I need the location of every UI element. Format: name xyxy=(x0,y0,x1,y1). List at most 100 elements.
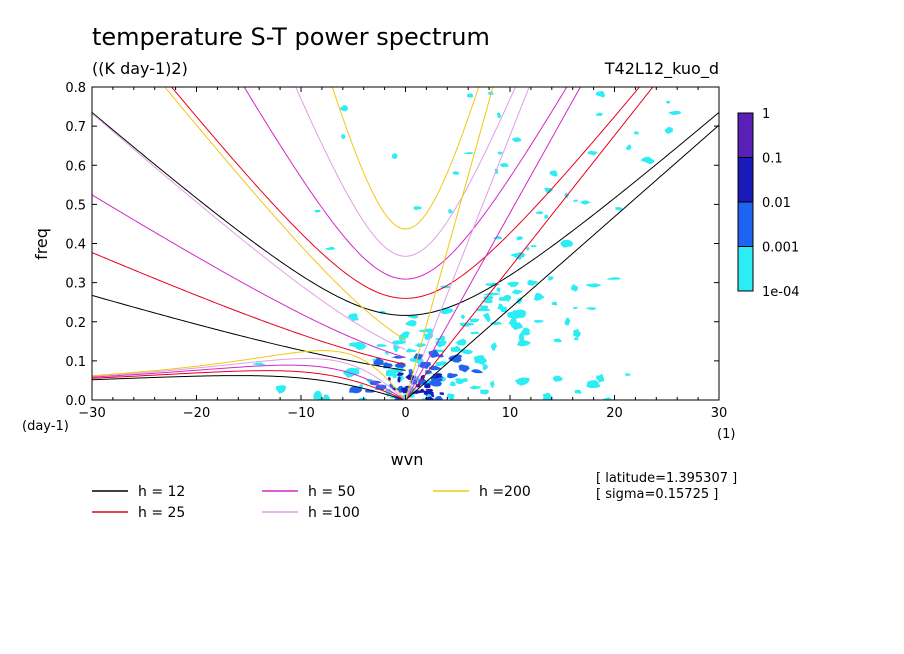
y-tick-label: 0.1 xyxy=(65,355,86,370)
shade-cyan xyxy=(585,307,597,310)
x-tick-label: 20 xyxy=(606,406,623,421)
dispersion-curves xyxy=(92,87,719,400)
shade-cyan xyxy=(376,344,388,347)
shade-dark xyxy=(397,376,401,383)
shade-cyan xyxy=(512,289,523,295)
x-tick-label: −10 xyxy=(287,406,314,421)
shade-cyan xyxy=(585,283,602,288)
shade-cyan xyxy=(595,373,605,383)
shade-dark xyxy=(431,376,440,379)
x-axis-label: wvn xyxy=(391,450,424,469)
shade-cyan xyxy=(469,385,482,390)
gravity-wave-curve xyxy=(295,87,516,257)
shade-blue xyxy=(447,372,458,379)
shade-cyan xyxy=(510,317,517,324)
shade-cyan xyxy=(507,281,520,287)
shade-cyan xyxy=(466,93,474,98)
shade-cyan xyxy=(536,211,544,215)
shade-cyan xyxy=(503,294,512,302)
shade-cyan xyxy=(551,301,558,306)
shade-blue xyxy=(373,357,384,367)
shade-cyan xyxy=(666,100,671,104)
shade-blue xyxy=(408,368,414,377)
shade-cyan xyxy=(480,305,485,310)
shade-cyan xyxy=(353,341,367,350)
shade-cyan xyxy=(459,322,475,327)
shade-cyan xyxy=(497,303,503,310)
shade-blue xyxy=(417,362,431,368)
shade-cyan xyxy=(516,236,524,241)
latitude-annotation: [ latitude=1.395307 ] xyxy=(596,471,737,486)
shade-cyan xyxy=(549,170,558,177)
power-shading xyxy=(251,91,682,400)
shade-cyan xyxy=(414,343,427,348)
colorbar-swatch xyxy=(737,246,754,292)
shade-cyan xyxy=(587,150,598,156)
shade-cyan xyxy=(405,348,417,353)
mixed-rossby-gravity-curve xyxy=(164,87,406,341)
shade-cyan xyxy=(473,355,487,365)
shade-cyan xyxy=(496,112,502,119)
gravity-wave-curve xyxy=(331,87,480,230)
legend-label: h = 12 xyxy=(138,484,185,500)
shade-cyan xyxy=(439,308,454,315)
shade-cyan xyxy=(570,284,579,292)
shade-cyan xyxy=(525,247,530,251)
kelvin-wave-curve xyxy=(405,87,530,400)
gravity-wave-curve xyxy=(243,87,568,280)
shade-cyan xyxy=(510,252,526,258)
y-tick-label: 0.4 xyxy=(65,238,86,253)
shade-blue xyxy=(394,364,407,368)
shade-cyan xyxy=(510,311,527,320)
shade-dark xyxy=(423,390,430,396)
shade-cyan xyxy=(572,199,579,202)
kelvin-wave-curve xyxy=(405,87,494,400)
shade-cyan xyxy=(564,317,571,326)
shade-dark xyxy=(388,377,391,381)
shade-cyan xyxy=(573,337,579,341)
shade-dark xyxy=(431,393,435,398)
shade-cyan xyxy=(450,345,461,352)
gravity-wave-curve xyxy=(170,87,641,299)
shade-cyan xyxy=(573,328,581,338)
shade-dark xyxy=(401,387,409,394)
shade-cyan xyxy=(483,292,501,296)
mixed-rossby-gravity-curve xyxy=(92,252,406,365)
shade-cyan xyxy=(496,287,501,293)
shade-cyan xyxy=(542,392,553,400)
shade-cyan xyxy=(640,156,655,165)
colorbar-swatch xyxy=(737,201,754,247)
shade-cyan xyxy=(527,279,538,286)
shade-cyan xyxy=(515,377,530,386)
shade-cyan xyxy=(492,236,502,240)
colorbar-label: 1e-04 xyxy=(762,285,800,300)
y-unit-label: (day-1) xyxy=(22,419,69,434)
shade-cyan xyxy=(448,209,453,214)
shade-cyan xyxy=(392,340,406,344)
colorbar-label: 1 xyxy=(762,107,770,122)
gravity-wave-curve xyxy=(92,112,719,316)
shade-cyan xyxy=(664,126,673,134)
shade-cyan xyxy=(447,393,455,400)
shade-cyan xyxy=(547,276,554,281)
rossby-wave-curve xyxy=(92,364,404,400)
shade-blue xyxy=(413,353,424,360)
mixed-rossby-gravity-curve xyxy=(92,294,406,371)
shade-cyan xyxy=(480,389,489,395)
shade-cyan xyxy=(580,200,592,205)
shade-cyan xyxy=(520,327,531,336)
shade-cyan xyxy=(533,292,545,301)
legend-label: h =200 xyxy=(479,484,531,500)
shade-cyan xyxy=(533,320,544,323)
sigma-annotation: [ sigma=0.15725 ] xyxy=(596,487,718,502)
y-tick-label: 0.6 xyxy=(65,159,86,174)
shade-cyan xyxy=(456,338,467,346)
shade-cyan xyxy=(485,316,491,322)
shade-cyan xyxy=(500,163,510,168)
shade-cyan xyxy=(325,246,336,250)
axis-ticks: −30 −20 −10 0 10 20 30 0.0 0.1 0.2 0.3 0.4 0.5 0.6 0.7… xyxy=(65,81,727,421)
rossby-wave-curve xyxy=(92,370,404,400)
shade-cyan xyxy=(668,110,682,115)
shade-cyan xyxy=(358,384,363,388)
shade-cyan xyxy=(633,131,639,135)
